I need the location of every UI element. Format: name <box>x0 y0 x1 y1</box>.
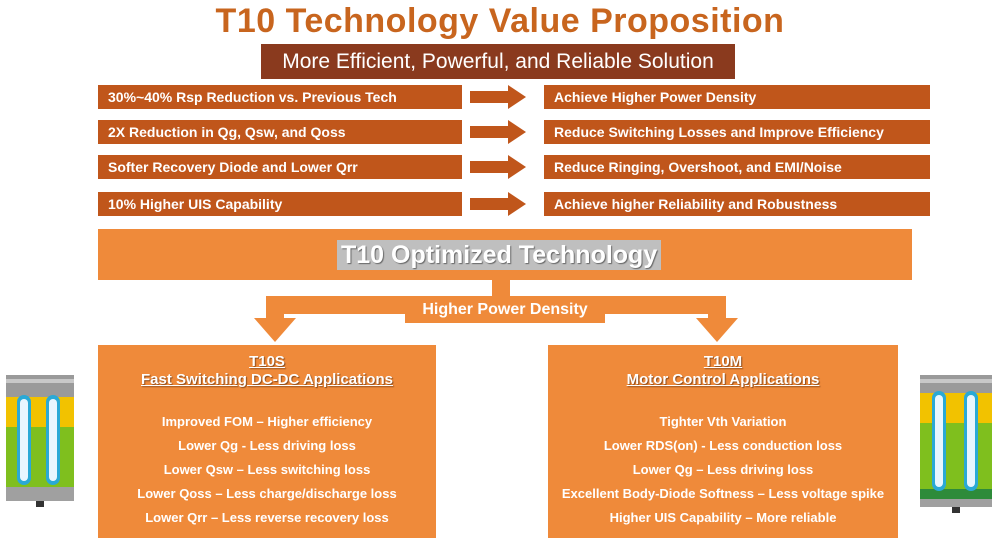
right-arrow-icon <box>470 192 526 216</box>
list-item: Lower RDS(on) - Less conduction loss <box>603 438 843 453</box>
panel-title: T10M <box>703 353 743 370</box>
list-item: Lower Qoss – Less charge/discharge loss <box>137 486 397 501</box>
benefit-box-4: Achieve higher Reliability and Robustnes… <box>544 192 930 216</box>
benefit-list: Tighter Vth Variation Lower RDS(on) - Le… <box>548 410 898 530</box>
panel-t10m: T10M Motor Control Applications Tighter … <box>548 345 898 538</box>
right-arrow-icon <box>470 85 526 109</box>
benefit-box-1: Achieve Higher Power Density <box>544 85 930 109</box>
panel-subtitle: Motor Control Applications <box>626 371 820 388</box>
benefit-box-3: Reduce Ringing, Overshoot, and EMI/Noise <box>544 155 930 179</box>
page-title: T10 Technology Value Proposition <box>215 2 785 40</box>
right-arrow-icon <box>470 155 526 179</box>
device-cross-section-image <box>6 375 74 507</box>
list-item: Higher UIS Capability – More reliable <box>609 510 837 525</box>
benefit-box-2: Reduce Switching Losses and Improve Effi… <box>544 120 930 144</box>
list-item: Lower Qsw – Less switching loss <box>163 462 371 477</box>
list-item: Improved FOM – Higher efficiency <box>161 414 373 429</box>
list-item: Lower Qrr – Less reverse recovery loss <box>145 510 389 525</box>
branch-label: Higher Power Density <box>405 297 605 323</box>
list-item: Lower Qg - Less driving loss <box>178 438 356 453</box>
list-item: Excellent Body-Diode Softness – Less vol… <box>561 486 885 501</box>
right-arrow-icon <box>470 120 526 144</box>
benefit-list: Improved FOM – Higher efficiency Lower Q… <box>98 410 436 530</box>
feature-box-2: 2X Reduction in Qg, Qsw, and Qoss <box>98 120 462 144</box>
feature-box-3: Softer Recovery Diode and Lower Qrr <box>98 155 462 179</box>
subtitle-banner: More Efficient, Powerful, and Reliable S… <box>261 44 735 79</box>
device-cross-section-image <box>920 375 992 513</box>
feature-box-4: 10% Higher UIS Capability <box>98 192 462 216</box>
list-item: Tighter Vth Variation <box>659 414 787 429</box>
panel-t10s: T10S Fast Switching DC-DC Applications I… <box>98 345 436 538</box>
feature-box-1: 30%~40% Rsp Reduction vs. Previous Tech <box>98 85 462 109</box>
panel-title: T10S <box>249 353 285 370</box>
technology-label: T10 Optimized Technology <box>337 240 662 270</box>
list-item: Lower Qg – Less driving loss <box>632 462 814 477</box>
panel-subtitle: Fast Switching DC-DC Applications <box>141 371 393 388</box>
